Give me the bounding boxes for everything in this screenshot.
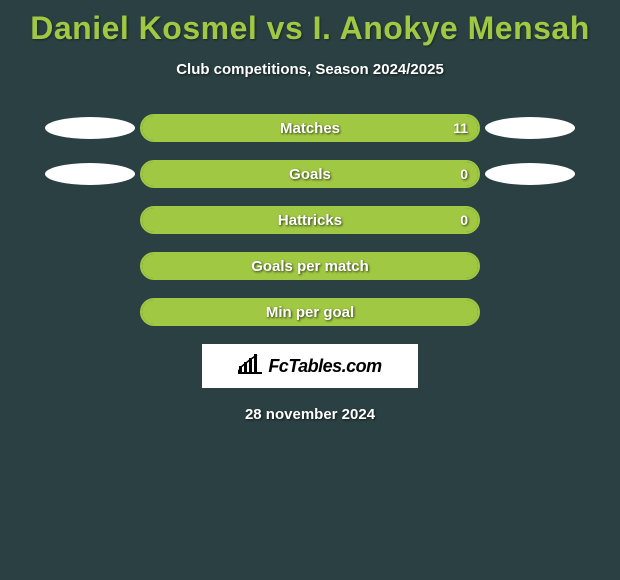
right-indicator	[480, 114, 580, 142]
right-spacer	[480, 206, 580, 234]
stat-label: Hattricks	[142, 212, 478, 229]
bar-chart-icon	[238, 354, 262, 379]
stat-bar: Matches11	[140, 114, 480, 142]
page-title: Daniel Kosmel vs I. Anokye Mensah	[0, 0, 620, 47]
ellipse-icon	[45, 117, 135, 139]
left-spacer	[40, 252, 140, 280]
left-spacer	[40, 206, 140, 234]
stat-row: Matches11	[0, 114, 620, 142]
page-subtitle: Club competitions, Season 2024/2025	[0, 61, 620, 78]
footer-date: 28 november 2024	[0, 406, 620, 423]
stat-value: 0	[460, 212, 468, 228]
ellipse-icon	[485, 163, 575, 185]
stat-bar: Goals per match	[140, 252, 480, 280]
ellipse-icon	[45, 163, 135, 185]
stat-bar: Goals0	[140, 160, 480, 188]
left-indicator	[40, 160, 140, 188]
left-indicator	[40, 114, 140, 142]
stat-row: Goals0	[0, 160, 620, 188]
stat-value: 11	[453, 120, 468, 136]
right-spacer	[480, 298, 580, 326]
stat-row: Goals per match	[0, 252, 620, 280]
stat-rows: Matches11Goals0Hattricks0Goals per match…	[0, 114, 620, 326]
stat-value: 0	[460, 166, 468, 182]
right-indicator	[480, 160, 580, 188]
ellipse-icon	[485, 117, 575, 139]
stat-row: Min per goal	[0, 298, 620, 326]
stat-bar: Min per goal	[140, 298, 480, 326]
stat-bar: Hattricks0	[140, 206, 480, 234]
footer-logo-text: FcTables.com	[268, 356, 381, 377]
right-spacer	[480, 252, 580, 280]
stat-label: Goals	[142, 166, 478, 183]
stat-label: Goals per match	[142, 258, 478, 275]
stat-row: Hattricks0	[0, 206, 620, 234]
stat-label: Matches	[142, 120, 478, 137]
left-spacer	[40, 298, 140, 326]
stat-label: Min per goal	[142, 304, 478, 321]
footer-logo: FcTables.com	[202, 344, 418, 388]
